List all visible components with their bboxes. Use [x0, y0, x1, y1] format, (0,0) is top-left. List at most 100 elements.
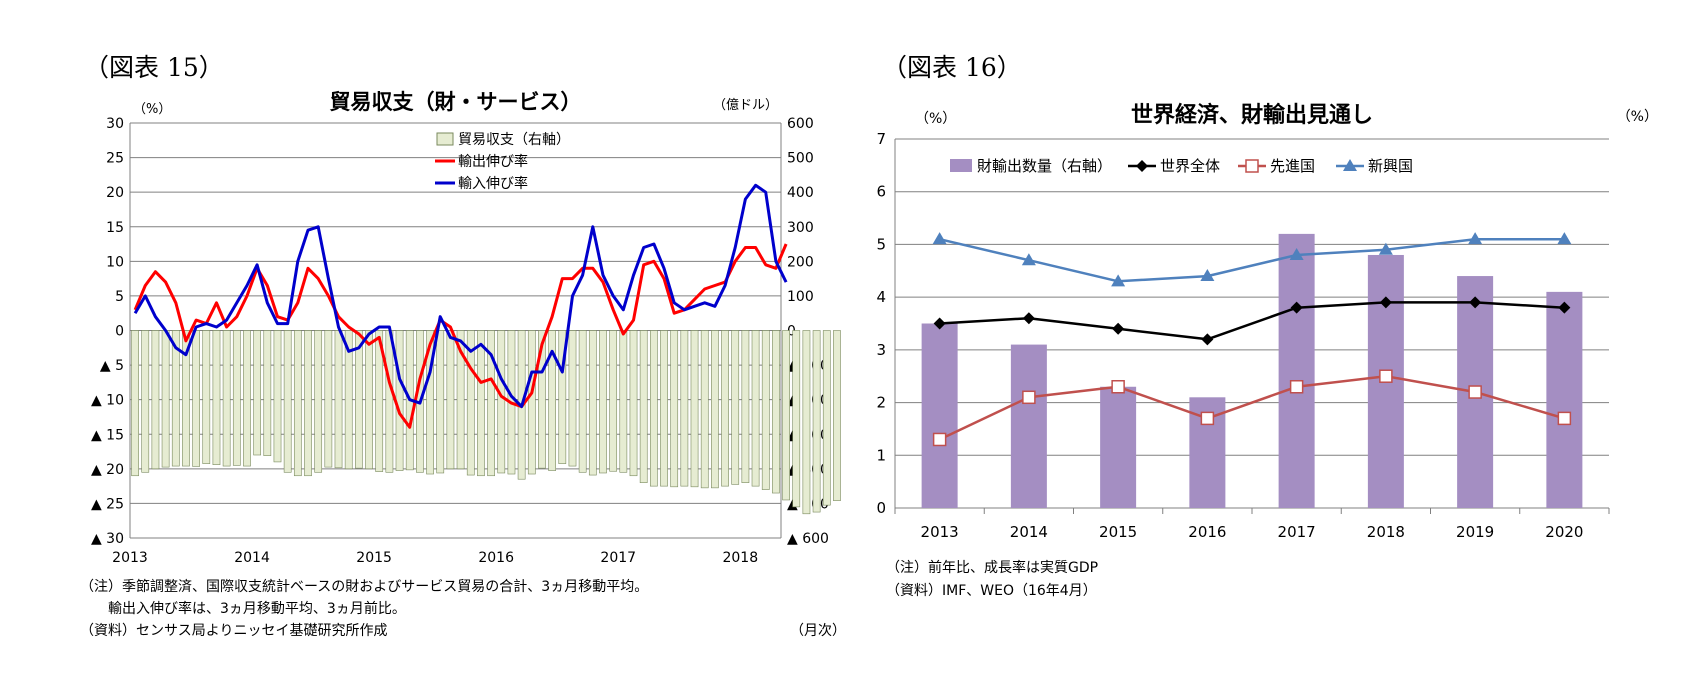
legend-label: 貿易収支（右軸）: [458, 132, 570, 148]
marker-triangle: [932, 232, 947, 245]
chart-title: 貿易収支（財・サービス）: [330, 90, 582, 114]
trade-balance-bar: [731, 330, 740, 485]
advanced-growth-line: [939, 374, 1565, 441]
trade-balance-bar: [548, 330, 556, 471]
chart-title: 世界経済、財輸出見通し: [1131, 102, 1373, 128]
marker-square: [1111, 380, 1125, 394]
x-tick-label: 2014: [234, 550, 270, 566]
legend-label: 財輸出数量（右軸）: [977, 157, 1112, 175]
figure-15-note-1: （注）季節調整済、国際収支統計ベースの財およびサービス貿易の合計、3ヵ月移動平均…: [80, 579, 649, 595]
left-tick-label: 0: [115, 324, 124, 340]
trade-balance-bar: [812, 330, 821, 513]
x-tick-label: 2018: [1367, 523, 1405, 541]
trade-balance-bar: [466, 330, 475, 476]
right-tick-label: ▲ 600: [787, 531, 829, 547]
trade-balance-bar: [141, 330, 150, 473]
left-tick-label: ▲ 25: [91, 496, 124, 512]
trade-balance-bar: [609, 330, 618, 472]
left-tick-label: ▲ 30: [91, 531, 124, 547]
right-axis-unit: （%）: [1617, 109, 1658, 125]
marker-square: [1379, 369, 1393, 383]
trade-balance-bar: [599, 330, 607, 474]
trade-balance-bar: [222, 330, 231, 467]
trade-balance-bar: [782, 330, 790, 501]
export-growth-line: [133, 243, 788, 429]
marker-diamond: [1022, 312, 1035, 325]
trade-balance-bar: [436, 330, 445, 474]
trade-balance-bar: [243, 330, 251, 467]
trade-balance-bar: [355, 330, 363, 469]
export-volume-bar: [1546, 291, 1583, 508]
trade-balance-bar: [680, 330, 689, 487]
marker-square: [1022, 390, 1036, 405]
trade-balance-bar: [263, 330, 272, 456]
left-tick-label: 30: [106, 116, 124, 132]
trade-balance-bar: [151, 330, 160, 470]
trade-balance-bar: [273, 330, 282, 463]
trade-balance-bar: [822, 330, 831, 506]
y-tick-label: 1: [876, 446, 886, 464]
trade-balance-bar: [426, 330, 434, 475]
trade-balance-bar: [375, 330, 384, 472]
marker-triangle: [1343, 159, 1357, 171]
marker-diamond: [1112, 322, 1125, 335]
right-axis-unit: （億ドル）: [713, 97, 778, 113]
trade-balance-bar: [721, 330, 729, 487]
marker-diamond: [1558, 301, 1571, 314]
left-axis-unit: （%）: [133, 102, 171, 117]
trade-balance-bar: [385, 330, 394, 473]
right-tick-label: 200: [787, 254, 814, 270]
trade-balance-bar: [497, 330, 506, 474]
trade-balance-bar: [527, 330, 536, 475]
right-tick-label: 600: [787, 116, 814, 132]
trade-balance-bar: [690, 330, 699, 488]
left-tick-label: 5: [115, 289, 124, 305]
right-tick-label: 300: [787, 220, 814, 236]
trade-balance-bar: [487, 330, 495, 477]
marker-triangle: [1200, 269, 1215, 282]
trade-balance-bar: [192, 330, 200, 467]
trade-balance-bar: [182, 330, 190, 467]
trade-balance-bar: [568, 330, 577, 467]
trade-balance-bar: [629, 330, 638, 477]
x-tick-label: 2015: [1099, 523, 1137, 541]
trade-balance-bar: [619, 330, 628, 473]
marker-square: [932, 432, 947, 447]
trade-balance-bar: [456, 330, 465, 470]
x-tick-label: 2016: [1188, 523, 1226, 541]
trade-balance-bar: [802, 330, 811, 515]
left-tick-label: 20: [106, 185, 124, 201]
y-tick-label: 5: [876, 235, 886, 253]
trade-balance-bar: [344, 330, 353, 470]
figure-16-panel: （図表 16） 世界経済、財輸出見通し （%） （%） 0 1 2 3 4 5 6 7 2013 201…: [840, 0, 1681, 674]
legend-label: 輸出伸び率: [458, 153, 528, 170]
marker-triangle: [1111, 274, 1126, 287]
trade-balance-bar: [283, 330, 292, 473]
figure-15-note-2: 輸出入伸び率は、3ヵ月移動平均、3ヵ月前比。: [108, 601, 406, 617]
trade-balance-bar: [131, 330, 139, 477]
marker-square: [1289, 380, 1304, 394]
marker-triangle: [1557, 232, 1572, 245]
marker-diamond: [933, 317, 946, 330]
x-tick-label: 2017: [600, 550, 636, 566]
trade-balance-bar: [761, 330, 770, 490]
marker-triangle: [1289, 247, 1304, 260]
trade-balance-bar: [639, 330, 648, 483]
trade-balance-bar: [365, 330, 373, 470]
figure-16-source: （資料）IMF、WEO（16年4月）: [886, 583, 1097, 599]
figure-16-note: （注）前年比、成長率は実質GDP: [886, 560, 1099, 576]
marker-triangle: [1021, 253, 1036, 266]
x-tick-label: 2013: [112, 550, 148, 566]
x-tick-label: 2018: [722, 550, 758, 566]
marker-diamond: [1379, 296, 1392, 309]
trade-balance-bar: [588, 330, 597, 476]
trade-balance-bar: [324, 330, 333, 468]
x-tick-label: 2019: [1456, 523, 1494, 541]
trade-balance-bar: [304, 330, 312, 477]
marker-square: [1557, 411, 1572, 426]
y-tick-label: 2: [876, 394, 886, 412]
trade-balance-bar: [751, 330, 760, 487]
marker-diamond: [1290, 301, 1303, 314]
trade-balance-bar: [772, 330, 780, 494]
trade-balance-bar: [578, 330, 587, 473]
